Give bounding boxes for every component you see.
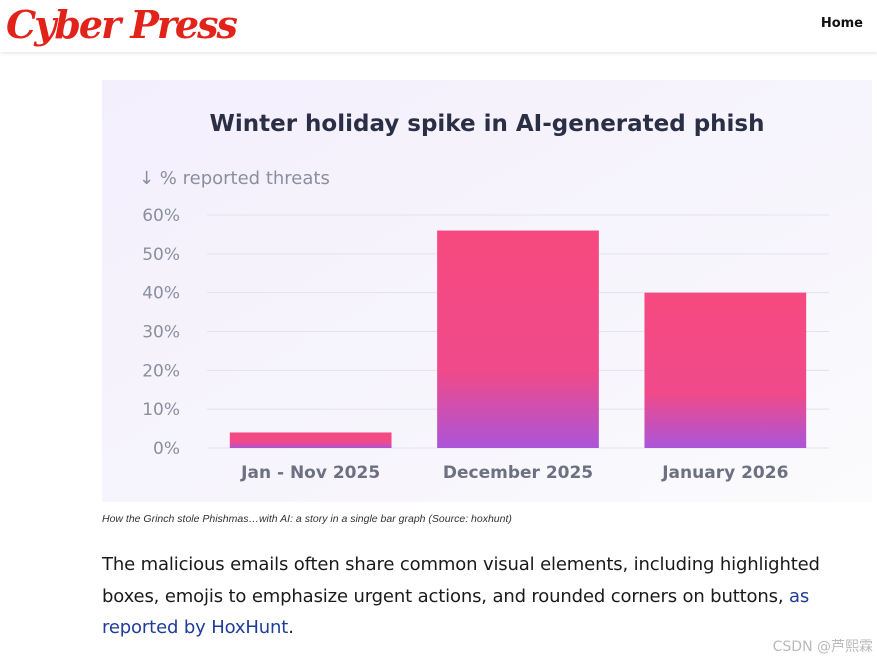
y-tick-label: 20%: [142, 361, 180, 381]
site-logo[interactable]: Cyber Press: [6, 2, 238, 47]
chart-title: Winter holiday spike in AI-generated phi…: [209, 111, 764, 137]
paragraph-end: .: [288, 617, 294, 638]
hoxhunt-source-link[interactable]: as reported by HoxHunt: [102, 585, 810, 639]
x-category-label: December 2025: [443, 463, 593, 483]
y-tick-label: 30%: [142, 323, 180, 343]
bar: [437, 230, 599, 448]
y-axis-label: ↓ % reported threats: [139, 168, 330, 189]
article-paragraph: The malicious emails often share common …: [102, 549, 842, 644]
csdn-watermark: CSDN @芦熙霖: [772, 639, 873, 655]
x-category-label: January 2026: [661, 463, 788, 483]
paragraph-text: The malicious emails often share common …: [102, 554, 820, 607]
y-tick-label: 10%: [142, 400, 180, 420]
y-tick-label: 40%: [142, 284, 180, 304]
y-tick-label: 50%: [142, 245, 180, 265]
figure-caption: How the Grinch stole Phishmas…with AI: a…: [102, 513, 512, 525]
bar: [644, 292, 807, 448]
chart-figure: Winter holiday spike in AI-generated phi…: [102, 80, 872, 502]
nav-home-link[interactable]: Home: [820, 16, 863, 31]
y-tick-label: 60%: [142, 206, 180, 226]
bar-chart: Winter holiday spike in AI-generated phi…: [102, 80, 872, 502]
site-header: Cyber Press Home: [0, 0, 877, 52]
y-tick-label: 0%: [153, 439, 180, 459]
x-category-label: Jan - Nov 2025: [240, 463, 380, 483]
bar: [229, 432, 392, 448]
